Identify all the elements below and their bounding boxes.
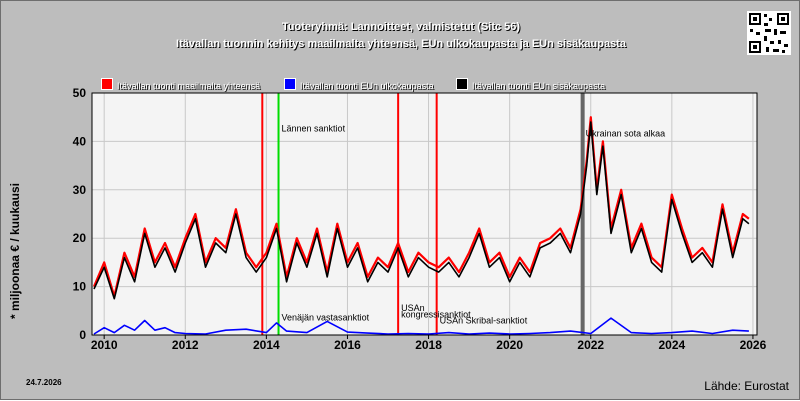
series-line-1 [93,317,749,335]
event-label: USAn [401,303,425,313]
x-tick-label: 2020 [496,338,523,352]
plot-area [92,93,757,335]
x-tick-label: 2014 [253,338,280,352]
y-tick-label: 0 [79,328,86,342]
series-line-2 [93,121,750,300]
y-tick-label: 20 [73,231,87,245]
legend-item-intra-eu: Itävallan tuonti EUn sisäkaupasta [456,78,605,91]
legend-swatch-blue-icon [284,78,296,90]
x-tick-label: 2026 [740,338,767,352]
legend-swatch-red-icon [101,78,113,90]
legend-swatch-black-icon [456,78,468,90]
plot-frame [91,92,758,336]
event-label: Venäjän vastasanktiot [282,312,370,322]
x-tick-label: 2022 [577,338,604,352]
x-tick-label: 2010 [91,338,118,352]
event-label: Lännen sanktiot [282,124,346,134]
x-tick-label: 2012 [172,338,199,352]
chart-subtitle: Itävallan tuonnin kehitys maailmalta yht… [176,38,626,50]
legend-item-extra-eu: Itävallan tuonti EUn ulkokaupasta [284,78,434,91]
legend-item-world: Itävallan tuonti maailmalta yhteensä [101,78,260,91]
source-label: Lähde: Eurostat [704,379,789,393]
y-tick-label: 30 [73,183,87,197]
report-date: 24.7.2026 [26,378,62,387]
chart-title: Tuoteryhmä: Lannoitteet, valmistetut (Si… [281,21,521,33]
legend-label: Itävallan tuonti EUn sisäkaupasta [472,81,606,91]
y-tick-label: 10 [73,280,87,294]
series-line-0 [92,116,750,298]
x-tick-label: 2016 [334,338,361,352]
y-tick-label: 40 [73,134,87,148]
legend-label: Itävallan tuonti EUn ulkokaupasta [300,81,434,91]
event-label: USAn Skribal-sanktiot [440,315,528,325]
y-tick-label: 50 [73,86,87,100]
x-tick-label: 2018 [415,338,442,352]
event-label: kongressisanktiot [401,310,471,320]
x-tick-label: 2024 [658,338,685,352]
legend-label: Itävallan tuonti maailmalta yhteensä [117,81,261,91]
qr-code-icon [747,11,791,55]
event-label: Ukrainan sota alkaa [586,129,666,139]
